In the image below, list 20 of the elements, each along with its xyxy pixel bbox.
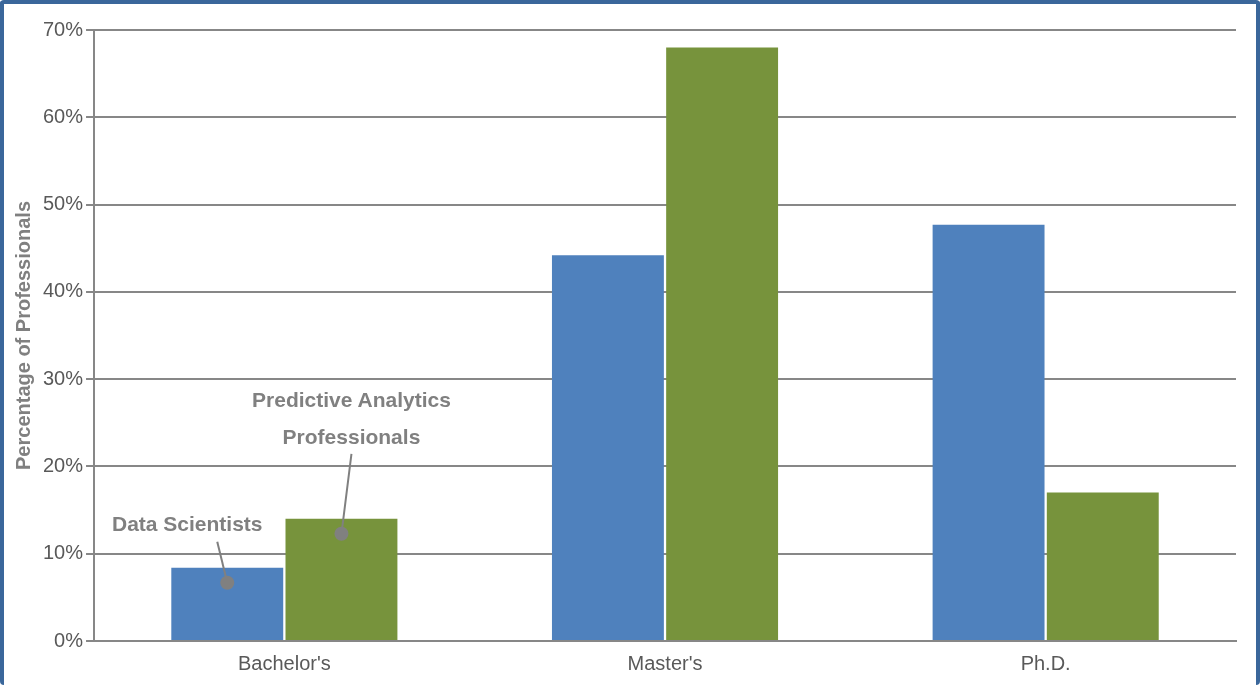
y-tick-label: 60% [43,104,84,127]
y-tick-label: 10% [43,541,84,564]
y-tick-label: 50% [43,192,84,215]
series-label: Data Scientists [111,512,263,536]
bar [666,47,779,640]
x-tick-label: Master's [627,651,703,674]
y-axis-title: Percentage of Professionals [11,201,34,470]
bar [171,567,284,640]
y-tick-label: 20% [43,453,84,476]
y-tick-label: 30% [43,366,84,389]
bar [932,224,1045,640]
y-tick-label: 70% [43,17,84,40]
bar [1046,492,1159,640]
y-tick-label: 40% [43,279,84,302]
y-tick-label: 0% [54,628,84,651]
bar [551,255,664,640]
x-tick-label: Ph.D. [1020,651,1071,674]
bar [285,518,398,640]
x-tick-label: Bachelor's [237,651,331,674]
text: Predictive Analytics Professionals [252,387,451,448]
